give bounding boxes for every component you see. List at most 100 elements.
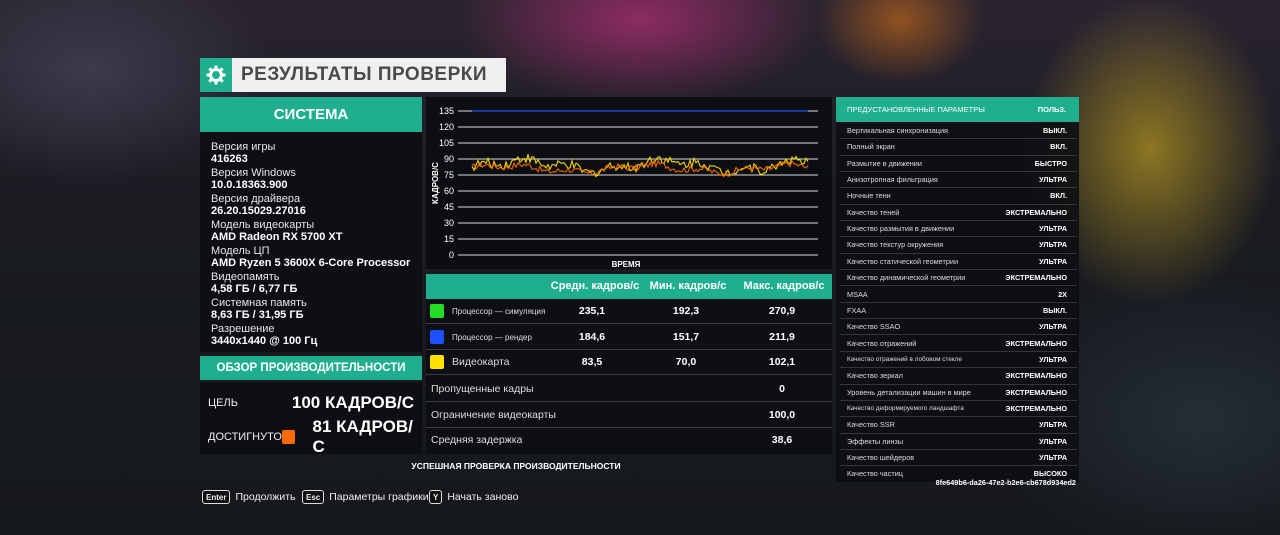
- success-message: УСПЕШНАЯ ПРОВЕРКА ПРОИЗВОДИТЕЛЬНОСТИ: [411, 461, 621, 471]
- presets-panel: ПРЕДУСТАНОВЛЕННЫЕ ПАРАМЕТРЫ ПОЛЬЗ. Верти…: [836, 97, 1079, 482]
- system-info-row: Версия игры 416263: [200, 141, 422, 165]
- system-info-label: Версия игры: [211, 141, 276, 153]
- preset-value: УЛЬТРА: [1039, 256, 1067, 266]
- system-header: СИСТЕМА: [200, 97, 422, 132]
- preset-row: Качество зеркал ЭКСТРЕМАЛЬНО: [840, 368, 1077, 385]
- preset-row: Полный экран ВКЛ.: [840, 139, 1077, 156]
- fps-chart-svg: 0 15 30 45 60 75 90 105 120 135 КАДРОВ/С ВРЕМЯ: [431, 106, 818, 269]
- preset-value: ВКЛ.: [1050, 191, 1067, 201]
- y-tick-label: 105: [439, 138, 454, 148]
- preset-value: ВЫСОКО: [1033, 469, 1067, 479]
- gear-icon: [200, 58, 232, 92]
- preset-row: Ночные тени ВКЛ.: [840, 188, 1077, 205]
- enter-key-icon: Enter: [202, 490, 231, 504]
- preset-value: ЭКСТРЕМАЛЬНО: [1005, 371, 1067, 381]
- preset-value: ВЫКЛ.: [1042, 126, 1067, 135]
- system-info-label: Системная память: [211, 297, 307, 309]
- preset-row: Качество статической геометрии УЛЬТРА: [840, 254, 1077, 271]
- series-color-swatch: [430, 329, 444, 344]
- preset-value: УЛЬТРА: [1039, 354, 1067, 364]
- preset-row: Качество отражений ЭКСТРЕМАЛЬНО: [840, 336, 1077, 352]
- stats-extra-value: 0: [779, 383, 785, 395]
- preset-label: Качество зеркал: [847, 371, 903, 381]
- stats-extra-label: Ограничение видеокарты: [431, 408, 556, 421]
- preset-row: Качество SSAO УЛЬТРА: [840, 319, 1077, 336]
- system-info-value: 4,58 ГБ / 6,77 ГБ: [211, 283, 298, 295]
- system-info-value: 8,63 ГБ / 31,95 ГБ: [211, 309, 304, 321]
- preset-label: Качество текстур окружения: [847, 240, 944, 250]
- page-title: РЕЗУЛЬТАТЫ ПРОВЕРКИ: [232, 58, 506, 92]
- stats-extra-label: Средняя задержка: [431, 434, 523, 446]
- series-color-swatch: [430, 304, 444, 318]
- achieved-value: 81 КАДРОВ/С: [312, 417, 413, 456]
- system-info-value: 416263: [211, 153, 248, 165]
- system-info-label: Видеопамять: [211, 271, 280, 283]
- system-info-row: Видеопамять 4,58 ГБ / 6,77 ГБ: [200, 271, 422, 295]
- presets-mode: ПОЛЬЗ.: [1037, 105, 1066, 114]
- system-info-label: Модель видеокарты: [211, 219, 315, 231]
- system-info-value: AMD Ryzen 5 3600X 6-Core Processor: [211, 257, 411, 269]
- y-tick-label: 90: [444, 154, 454, 164]
- preset-value: УЛЬТРА: [1039, 420, 1067, 430]
- x-axis-label: ВРЕМЯ: [612, 260, 641, 269]
- stats-extra-row: Пропущенные кадры 0: [426, 377, 832, 402]
- system-info-value: 10.0.18363.900: [211, 179, 288, 191]
- min-fps-header: Мин. кадров/с: [649, 280, 727, 292]
- preset-label: Качество размытия в движении: [847, 224, 955, 234]
- y-tick-label: 120: [439, 122, 454, 132]
- preset-row: Уровень детализации машин в мире ЭКСТРЕМА…: [840, 385, 1077, 401]
- target-row: ЦЕЛЬ 100 КАДРОВ/С: [208, 389, 414, 417]
- preset-value: ЭКСТРЕМАЛЬНО: [1005, 207, 1067, 217]
- max-fps-value: 211,9: [769, 330, 795, 343]
- target-label: ЦЕЛЬ: [208, 397, 238, 409]
- stats-header: Средн. кадров/с Мин. кадров/с Макс. кадр…: [426, 274, 832, 299]
- stats-extra-row: Ограничение видеокарты 100,0: [426, 403, 832, 428]
- preset-label: Качество SSR: [847, 420, 895, 430]
- preset-row: Качество размытия в движении УЛЬТРА: [840, 221, 1077, 238]
- avg-fps-value: 235,1: [578, 305, 606, 317]
- preset-value: УЛЬТРА: [1039, 240, 1067, 250]
- preset-row: Качество шейдеров УЛЬТРА: [840, 450, 1077, 467]
- preset-value: ЭКСТРЕМАЛЬНО: [1005, 387, 1067, 397]
- y-key-icon: Y: [429, 490, 443, 504]
- preset-label: Эффекты линзы: [847, 436, 904, 446]
- preset-row: Качество текстур окружения УЛЬТРА: [840, 237, 1077, 254]
- page-title-bar: РЕЗУЛЬТАТЫ ПРОВЕРКИ: [200, 58, 506, 92]
- presets-title: ПРЕДУСТАНОВЛЕННЫЕ ПАРАМЕТРЫ: [847, 105, 985, 114]
- achieved-label: ДОСТИГНУТО: [208, 431, 282, 443]
- continue-button[interactable]: Enter Продолжить: [202, 490, 295, 504]
- preset-label: Анизотропная фильтрация: [847, 175, 938, 185]
- system-info-row: Системная память 8,63 ГБ / 31,95 ГБ: [200, 297, 422, 321]
- graphics-settings-button[interactable]: Esc Параметры графики: [302, 490, 429, 504]
- preset-row: Качество частиц ВЫСОКО: [840, 466, 1077, 482]
- esc-key-icon: Esc: [302, 490, 325, 504]
- avg-fps-value: 184,6: [578, 330, 606, 343]
- preset-value: УЛЬТРА: [1039, 322, 1067, 332]
- achieved-row: ДОСТИГНУТО 81 КАДРОВ/С: [208, 417, 414, 456]
- y-tick-label: 15: [444, 234, 454, 244]
- series-line: [471, 158, 809, 178]
- preset-label: Ночные тени: [847, 191, 891, 201]
- preset-label: Качество теней: [847, 207, 900, 217]
- preset-row: Качество теней ЭКСТРЕМАЛЬНО: [840, 205, 1077, 222]
- preset-label: Качество динамической геометрии: [847, 273, 966, 283]
- system-info-label: Версия Windows: [211, 167, 296, 179]
- preset-value: 2X: [1058, 289, 1067, 299]
- preset-row: Качество SSR УЛЬТРА: [840, 417, 1077, 434]
- series-color-swatch: [430, 355, 444, 369]
- stats-row: Процессор — рендер 184,6 151,7 211,9: [426, 325, 832, 350]
- preset-label: Вертикальная синхронизация: [847, 126, 949, 135]
- stats-row-label: Процессор — симуляция: [452, 307, 546, 316]
- min-fps-value: 192,3: [672, 305, 700, 317]
- preset-label: MSAA: [847, 289, 868, 299]
- preset-label: Качество отражений: [847, 338, 917, 348]
- preset-value: ЭКСТРЕМАЛЬНО: [1005, 338, 1067, 348]
- y-tick-label: 0: [449, 250, 454, 260]
- target-value: 100 КАДРОВ/С: [291, 393, 414, 412]
- preset-label: Полный экран: [847, 142, 895, 152]
- preset-row: MSAA 2X: [840, 287, 1077, 303]
- stats-extra-label: Пропущенные кадры: [431, 383, 534, 395]
- preset-value: УЛЬТРА: [1039, 436, 1067, 446]
- restart-button[interactable]: Y Начать заново: [429, 490, 518, 504]
- y-tick-label: 60: [444, 186, 454, 196]
